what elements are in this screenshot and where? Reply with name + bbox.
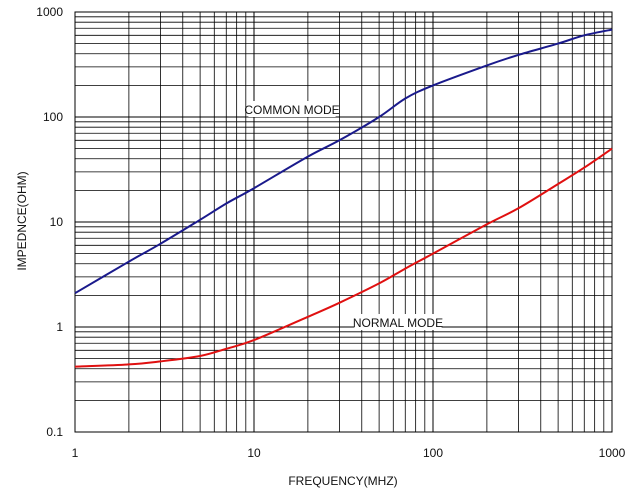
plot-frame (74, 11, 613, 433)
annotation-bg (354, 314, 442, 330)
x-tick-labels: 1 10 100 1000 (72, 446, 626, 460)
x-tick-label: 1 (72, 446, 79, 460)
y-tick-label: 1000 (36, 5, 63, 19)
annotation-layer: COMMON MODE NORMAL MODE (244, 101, 443, 330)
y-tick-label: 10 (50, 215, 64, 229)
series-line-normal-mode (74, 147, 613, 368)
x-axis-label: FREQUENCY(MHZ) (288, 474, 397, 488)
y-tick-label: 1 (56, 320, 63, 334)
y-tick-label: 0.1 (46, 425, 63, 439)
series-layer (74, 28, 613, 368)
y-tick-labels: 0.1 1 10 100 1000 (36, 5, 63, 439)
y-tick-label: 100 (43, 110, 63, 124)
annotation-common-mode: COMMON MODE (244, 103, 339, 117)
x-tick-label: 100 (423, 446, 443, 460)
series-line-common-mode (74, 28, 613, 295)
annotation-bg (248, 101, 336, 117)
x-tick-label: 10 (247, 446, 261, 460)
y-axis-label: IMPEDNCE(OHM) (15, 171, 29, 270)
x-tick-label: 1000 (599, 446, 626, 460)
annotation-normal-mode: NORMAL MODE (353, 316, 443, 330)
